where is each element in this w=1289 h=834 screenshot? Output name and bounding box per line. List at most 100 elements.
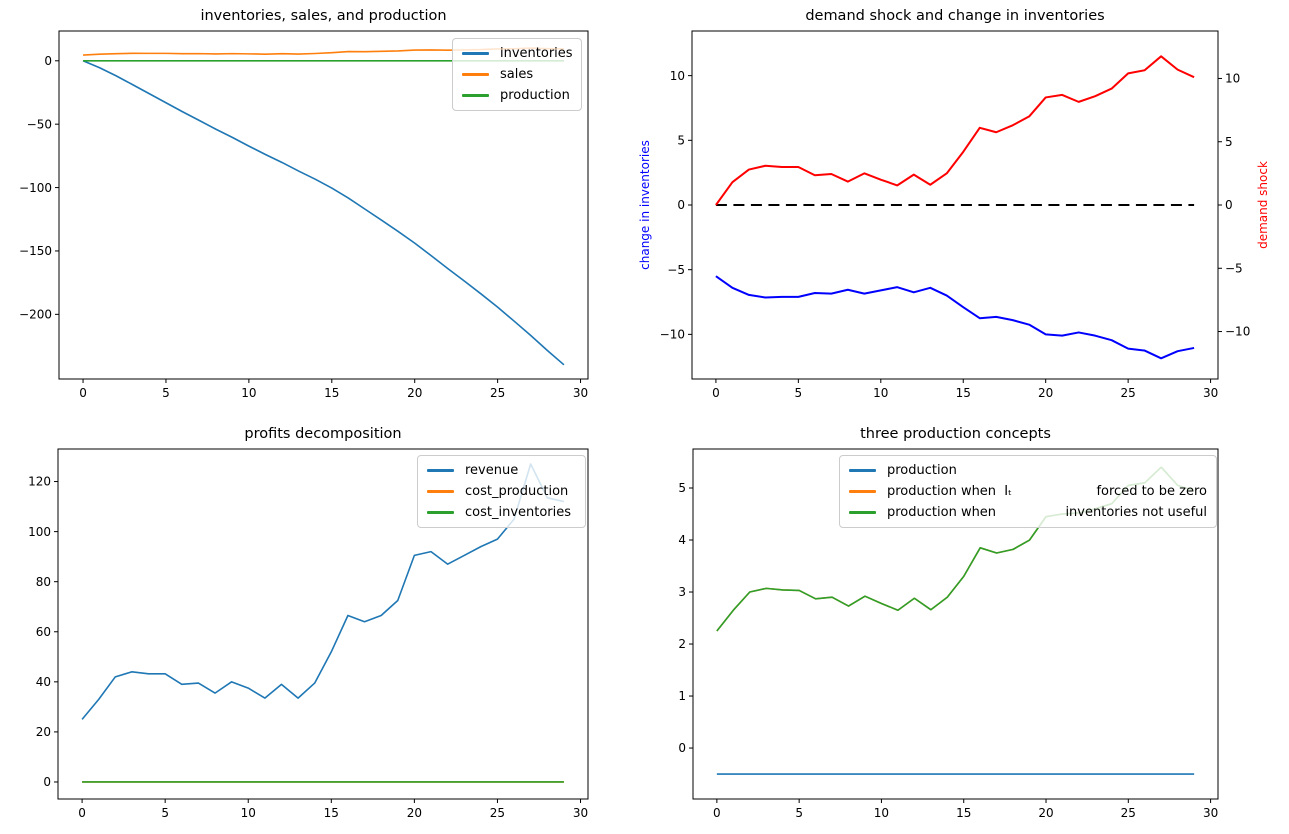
x-tick-label: 10 — [241, 806, 256, 820]
y-axis-label-demand-shock: demand shock — [1256, 161, 1270, 249]
x-tick-label: 30 — [573, 806, 588, 820]
x-tick-label: 20 — [407, 386, 422, 400]
legend-inventories-sales-production: inventories sales production — [452, 38, 582, 111]
y-tick-label: 2 — [678, 637, 686, 651]
y-tick-label: 0 — [677, 198, 685, 212]
legend-label: revenue — [465, 463, 519, 478]
legend-entry: sales — [462, 64, 572, 85]
x-tick-label: 25 — [1121, 806, 1136, 820]
legend-label: inventories — [500, 46, 573, 61]
y-tick-label-right: 0 — [1225, 198, 1233, 212]
legend-swatch — [427, 469, 454, 472]
legend-label: sales — [500, 67, 534, 82]
legend-entry: production when inventories not useful — [849, 502, 1207, 523]
x-tick-label: 15 — [324, 806, 339, 820]
x-tick-label: 30 — [573, 386, 588, 400]
y-tick-label: 40 — [36, 675, 51, 689]
series-change-in-inventories — [715, 275, 1195, 360]
x-tick-label: 25 — [490, 386, 505, 400]
legend-swatch — [427, 490, 454, 493]
legend-profits-decomposition: revenue cost_production cost_inventories — [417, 455, 586, 528]
y-tick-label: 120 — [28, 475, 51, 489]
y-tick-label-right: −5 — [1225, 261, 1243, 275]
legend-label: production when Iₜ — [887, 484, 1012, 499]
x-tick-label: 20 — [1038, 806, 1053, 820]
x-tick-label: 10 — [873, 386, 888, 400]
chart-2: 0 5 10 15 20 25 30 0 20 40 60 80 100 120 — [28, 448, 589, 820]
x-tick-label: 0 — [713, 806, 721, 820]
legend-swatch — [849, 469, 876, 472]
x-tick-label: 15 — [956, 806, 971, 820]
y-tick-label: 10 — [670, 69, 685, 83]
legend-swatch — [849, 511, 876, 514]
legend-entry: inventories — [462, 43, 573, 64]
x-tick-label: 15 — [956, 386, 971, 400]
legend-label: production — [500, 88, 570, 103]
legend-swatch — [849, 490, 876, 493]
title-demand-shock-and-change-in-inventories: demand shock and change in inventories — [805, 8, 1105, 24]
y-tick-label: 1 — [678, 689, 686, 703]
legend-swatch — [462, 73, 489, 76]
y-tick-label: 5 — [678, 481, 686, 495]
x-tick-label: 30 — [1203, 386, 1218, 400]
x-tick-label: 15 — [324, 386, 339, 400]
chart-0: 0 5 10 15 20 25 30 0 −50 −100 −150 −200 — [19, 30, 589, 400]
y-tick-label: 4 — [678, 533, 686, 547]
y-tick-label: 3 — [678, 585, 686, 599]
x-tick-label: 5 — [162, 386, 170, 400]
series-revenue — [81, 463, 565, 720]
y-tick-label: −5 — [667, 263, 685, 277]
y-tick-label-right: −10 — [1225, 325, 1250, 339]
y-tick-label: −150 — [19, 244, 52, 258]
series-inventories — [82, 60, 565, 366]
legend-entry: production when Iₜ forced to be zero — [849, 481, 1207, 502]
y-tick-label: −200 — [19, 308, 52, 322]
x-tick-label: 5 — [795, 386, 803, 400]
x-tick-label: 10 — [241, 386, 256, 400]
y-tick-label: −100 — [19, 181, 52, 195]
x-tick-label: 10 — [874, 806, 889, 820]
title-three-production-concepts: three production concepts — [860, 426, 1051, 442]
legend-entry: cost_production — [427, 481, 576, 502]
legend-entry: production — [462, 85, 572, 106]
y-tick-label-right: 5 — [1225, 135, 1233, 149]
legend-swatch — [462, 94, 489, 97]
legend-label: inventories not useful — [1065, 505, 1207, 520]
legend-label: forced to be zero — [1096, 484, 1207, 499]
legend-three-production-concepts: production production when Iₜ forced to be… — [839, 455, 1217, 528]
legend-entry: revenue — [427, 460, 576, 481]
chart-1: 0 5 10 15 20 25 30 −10 −5 0 5 10 −10 −5 0 5 10 — [660, 30, 1250, 400]
legend-swatch — [427, 511, 454, 514]
y-tick-label: 0 — [678, 741, 686, 755]
legend-label: cost_production — [465, 484, 569, 499]
x-tick-label: 5 — [161, 806, 169, 820]
legend-swatch — [462, 52, 489, 55]
legend-label: cost_inventories — [465, 505, 572, 520]
y-tick-label: 20 — [36, 725, 51, 739]
x-tick-label: 25 — [490, 806, 505, 820]
y-axis-label-change-in-inventories: change in inventories — [638, 140, 652, 270]
x-tick-label: 30 — [1203, 806, 1218, 820]
axes-frame — [57, 448, 589, 800]
x-tick-label: 0 — [78, 806, 86, 820]
x-tick-label: 0 — [712, 386, 720, 400]
y-tick-label: −50 — [27, 117, 52, 131]
x-tick-label: 0 — [79, 386, 87, 400]
x-tick-label: 20 — [407, 806, 422, 820]
y-tick-label: −10 — [660, 328, 685, 342]
legend-entry: cost_inventories — [427, 502, 576, 523]
title-profits-decomposition: profits decomposition — [244, 426, 402, 442]
legend-label: production when — [887, 505, 997, 520]
x-tick-label: 5 — [795, 806, 803, 820]
axes-frame — [692, 448, 1219, 800]
axes-frame — [58, 30, 589, 380]
y-tick-label: 80 — [36, 575, 51, 589]
y-tick-label: 5 — [677, 134, 685, 148]
legend-label: production — [887, 463, 957, 478]
x-tick-label: 25 — [1120, 386, 1135, 400]
y-tick-label: 0 — [43, 775, 51, 789]
x-tick-label: 20 — [1038, 386, 1053, 400]
title-inventories-sales-production: inventories, sales, and production — [200, 8, 447, 24]
